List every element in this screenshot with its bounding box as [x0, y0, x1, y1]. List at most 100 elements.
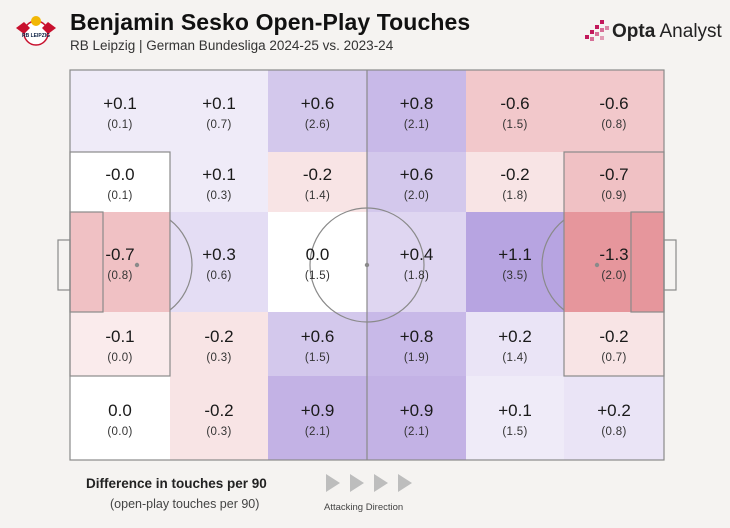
cell-diff-label: +0.8 [400, 327, 434, 346]
heatmap-cell [367, 212, 466, 312]
right-goal [663, 239, 677, 291]
cell-touches-label: (2.1) [404, 426, 429, 438]
pitch-markings [57, 69, 677, 461]
attacking-direction-arrows [326, 474, 416, 494]
heatmap-cell [466, 376, 564, 460]
centre-spot [364, 262, 370, 268]
heatmap-cell [466, 212, 564, 312]
heatmap-cell [268, 70, 367, 152]
cell-touches-label: (0.8) [107, 270, 132, 282]
heatmap-cell [268, 376, 367, 460]
centre-circle [309, 207, 425, 323]
svg-text:RB LEIPZIG: RB LEIPZIG [22, 33, 50, 39]
cell-diff-label: +0.1 [202, 165, 236, 184]
heatmap-cell [564, 70, 664, 152]
cell-touches-label: (0.8) [601, 119, 626, 131]
heatmap-cell [564, 152, 664, 212]
cell-diff-label: -0.2 [204, 401, 233, 420]
cell-touches-label: (0.3) [206, 426, 231, 438]
heatmap-cell [367, 376, 466, 460]
cell-diff-label: +0.6 [400, 165, 434, 184]
cell-diff-label: +0.2 [498, 327, 532, 346]
cell-diff-label: +0.1 [202, 94, 236, 113]
cell-touches-label: (2.6) [305, 119, 330, 131]
heatmap-cell [268, 152, 367, 212]
heatmap-cell [70, 152, 170, 212]
heatmap-cell [70, 312, 170, 376]
cell-diff-label: +0.9 [400, 401, 434, 420]
cell-touches-label: (3.5) [502, 270, 527, 282]
cell-touches-label: (0.0) [107, 426, 132, 438]
heatmap-cell [367, 152, 466, 212]
heatmap-cell [367, 312, 466, 376]
play-triangle-icon [374, 474, 388, 492]
play-triangle-icon [326, 474, 340, 492]
heatmap-cell [367, 70, 466, 152]
left-penalty-spot [134, 262, 140, 268]
heatmap-cell [466, 152, 564, 212]
cell-diff-label: -0.2 [500, 165, 529, 184]
cell-diff-label: 0.0 [306, 245, 330, 264]
heatmap-cell [268, 212, 367, 312]
page-title: Benjamin Sesko Open-Play Touches [70, 9, 471, 35]
left-penalty-arc [169, 219, 193, 311]
cell-diff-label: -0.2 [599, 327, 628, 346]
heatmap-cell [466, 70, 564, 152]
heatmap-cell [70, 376, 170, 460]
cell-diff-label: -0.7 [105, 245, 134, 264]
heatmap-cell [170, 152, 268, 212]
rb-leipzig-crest-icon: RB LEIPZIG [16, 16, 56, 46]
opta-bars-icon [585, 20, 609, 41]
heatmap-cell [466, 312, 564, 376]
heatmap-cell [564, 312, 664, 376]
cell-touches-label: (0.7) [206, 119, 231, 131]
cell-touches-label: (0.6) [206, 270, 231, 282]
cell-diff-label: -1.3 [599, 245, 628, 264]
cell-diff-label: +0.8 [400, 94, 434, 113]
cell-diff-label: +0.2 [597, 401, 631, 420]
brand-name: Opta [612, 21, 656, 42]
cell-diff-label: -0.2 [204, 327, 233, 346]
cell-touches-label: (0.9) [601, 190, 626, 202]
heatmap-cell [170, 312, 268, 376]
cell-diff-label: +1.1 [498, 245, 532, 264]
cell-diff-label: -0.6 [599, 94, 628, 113]
cell-touches-label: (0.3) [206, 190, 231, 202]
heatmap-cell [70, 70, 170, 152]
cell-touches-label: (2.1) [404, 119, 429, 131]
cell-diff-label: -0.6 [500, 94, 529, 113]
brand-suffix: Analyst [655, 21, 722, 42]
heatmap-cell [170, 212, 268, 312]
cell-diff-label: +0.3 [202, 245, 236, 264]
cell-touches-label: (2.1) [305, 426, 330, 438]
cell-diff-label: -0.2 [303, 165, 332, 184]
cell-diff-label: +0.4 [400, 245, 434, 264]
cell-diff-label: 0.0 [108, 401, 132, 420]
cell-touches-label: (1.4) [305, 190, 330, 202]
cell-touches-label: (0.3) [206, 352, 231, 364]
right-penalty-spot [594, 262, 600, 268]
cell-touches-label: (1.4) [502, 352, 527, 364]
cell-diff-label: -0.1 [105, 327, 134, 346]
heatmap-cells [70, 70, 664, 460]
legend-subtitle: (open-play touches per 90) [110, 497, 260, 511]
cell-diff-label: +0.6 [301, 94, 335, 113]
cell-touches-label: (1.8) [502, 190, 527, 202]
cell-diff-label: +0.1 [498, 401, 532, 420]
opta-analyst-logo: Opta Analyst [584, 18, 724, 46]
cell-diff-label: +0.9 [301, 401, 335, 420]
heatmap-cell [170, 376, 268, 460]
heatmap-labels: +0.1 (0.1) +0.1 (0.7) +0.6 (2.6) +0.8 (2.1) -0.6… [103, 94, 631, 438]
cell-diff-label: +0.1 [103, 94, 137, 113]
heatmap-cell [564, 212, 664, 312]
page-subtitle: RB Leipzig | German Bundesliga 2024-25 v… [70, 38, 394, 53]
cell-touches-label: (1.5) [305, 352, 330, 364]
cell-touches-label: (2.0) [404, 190, 429, 202]
cell-touches-label: (1.5) [502, 119, 527, 131]
cell-touches-label: (1.5) [502, 426, 527, 438]
cell-diff-label: -0.7 [599, 165, 628, 184]
cell-touches-label: (2.0) [601, 270, 626, 282]
attacking-direction-label: Attacking Direction [324, 502, 404, 513]
cell-touches-label: (1.5) [305, 270, 330, 282]
